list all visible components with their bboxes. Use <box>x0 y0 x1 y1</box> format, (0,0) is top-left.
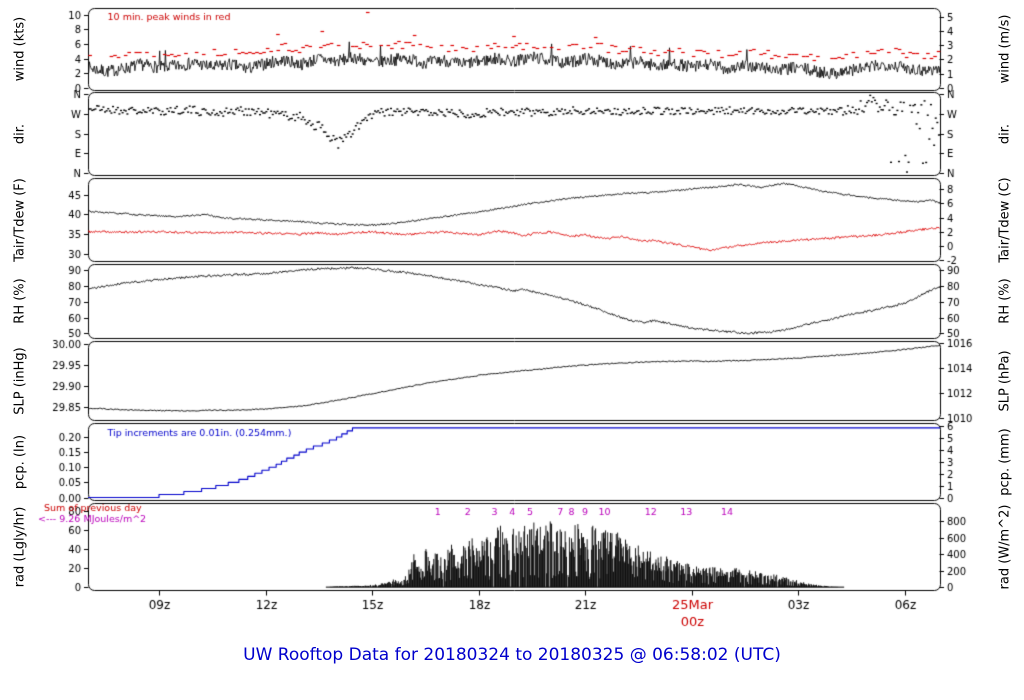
chart-title: UW Rooftop Data for 20180324 to 20180325… <box>243 645 781 665</box>
